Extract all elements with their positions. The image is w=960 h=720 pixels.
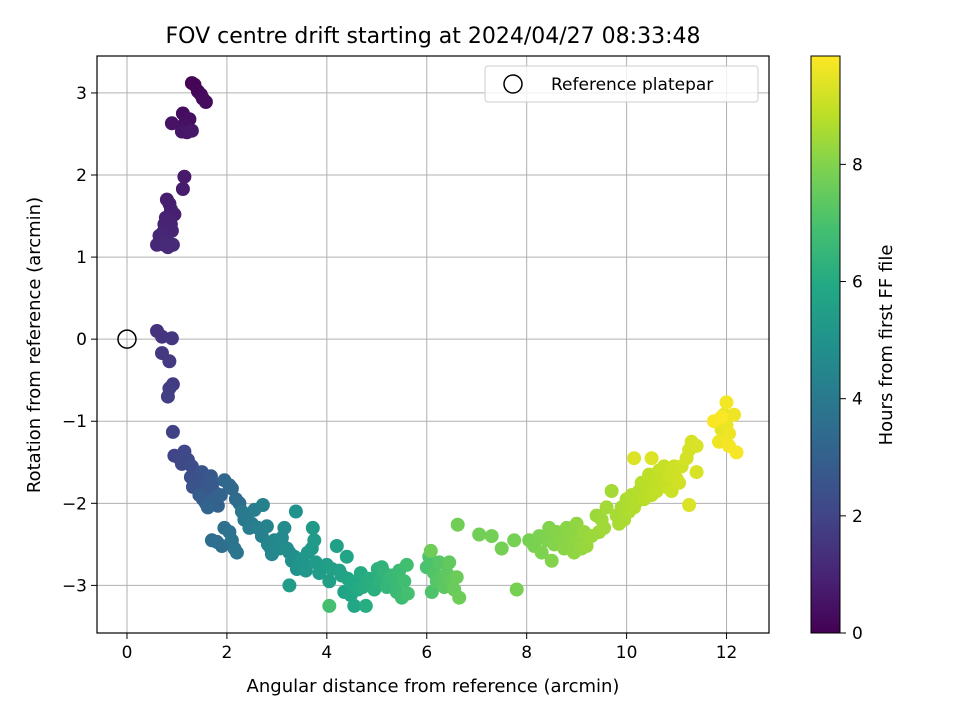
data-point bbox=[347, 598, 362, 613]
colorbar-tick-label: 6 bbox=[852, 273, 863, 293]
data-point bbox=[722, 426, 736, 441]
data-point bbox=[432, 555, 447, 570]
x-tick-label: 4 bbox=[321, 643, 332, 663]
data-point bbox=[282, 578, 297, 593]
data-point bbox=[719, 395, 734, 410]
data-point bbox=[277, 520, 292, 535]
colorbar-gradient bbox=[810, 55, 841, 634]
data-point bbox=[442, 555, 457, 570]
data-point bbox=[544, 553, 559, 568]
data-point bbox=[160, 389, 175, 404]
y-tick-label: 0 bbox=[76, 330, 87, 350]
data-point bbox=[165, 424, 180, 439]
data-point bbox=[397, 574, 412, 589]
data-point bbox=[305, 520, 320, 535]
data-point bbox=[423, 543, 438, 558]
data-point bbox=[714, 410, 729, 425]
colorbar-ticks: 0 2 4 6 8 bbox=[840, 155, 863, 644]
data-point bbox=[298, 563, 313, 578]
colorbar: 0 2 4 6 8 Hours from first FF file bbox=[810, 55, 897, 644]
data-point bbox=[358, 598, 373, 613]
colorbar-tick-label: 4 bbox=[852, 390, 863, 410]
data-point bbox=[259, 519, 274, 534]
data-point bbox=[175, 182, 190, 196]
y-tick-label: 2 bbox=[76, 166, 87, 186]
data-point bbox=[255, 498, 270, 512]
colorbar-tick-label: 2 bbox=[852, 507, 863, 527]
data-point bbox=[494, 541, 509, 556]
colorbar-tick-label: 0 bbox=[852, 624, 863, 644]
data-point bbox=[213, 488, 228, 503]
x-tick-label: 2 bbox=[221, 643, 232, 663]
data-point bbox=[322, 574, 337, 589]
data-point bbox=[450, 517, 465, 532]
scatter-points bbox=[150, 76, 744, 613]
y-tick-label: −1 bbox=[62, 412, 87, 432]
data-point bbox=[205, 475, 220, 490]
data-point bbox=[164, 116, 179, 131]
data-point bbox=[424, 585, 439, 599]
data-point bbox=[509, 582, 524, 597]
legend-label: Reference platepar bbox=[551, 75, 713, 95]
data-point bbox=[689, 438, 704, 453]
data-point bbox=[599, 500, 614, 515]
data-point bbox=[729, 445, 744, 460]
data-point bbox=[597, 520, 612, 535]
data-point bbox=[200, 500, 215, 515]
data-point bbox=[162, 354, 177, 369]
data-point bbox=[329, 539, 344, 553]
data-point bbox=[177, 169, 192, 184]
x-axis-label: Angular distance from reference (arcmin) bbox=[247, 676, 620, 697]
x-tick-label: 10 bbox=[616, 643, 638, 663]
data-point bbox=[507, 533, 522, 548]
y-tick-label: 3 bbox=[76, 84, 87, 104]
data-point bbox=[229, 545, 244, 560]
y-axis-label: Rotation from reference (arcmin) bbox=[24, 197, 45, 493]
y-tick-label: −3 bbox=[62, 576, 87, 596]
data-point bbox=[399, 557, 414, 572]
x-tick-label: 8 bbox=[521, 643, 532, 663]
data-point bbox=[644, 451, 659, 466]
data-point bbox=[472, 527, 487, 542]
x-tick-label: 6 bbox=[421, 643, 432, 663]
reference-platepar-marker bbox=[117, 329, 137, 349]
data-point bbox=[288, 504, 303, 519]
data-point bbox=[627, 451, 642, 466]
x-axis-ticks: 0 2 4 6 8 10 12 bbox=[122, 633, 738, 663]
data-point bbox=[164, 331, 179, 346]
data-point bbox=[322, 598, 337, 613]
y-tick-label: 1 bbox=[76, 248, 87, 268]
y-tick-label: −2 bbox=[62, 494, 87, 514]
data-point bbox=[198, 95, 213, 109]
data-point bbox=[307, 533, 322, 548]
data-point bbox=[672, 475, 687, 490]
legend-marker-icon bbox=[503, 74, 523, 94]
plot-frame bbox=[96, 55, 770, 634]
data-point bbox=[165, 237, 180, 252]
legend-box bbox=[484, 65, 759, 103]
data-point bbox=[224, 481, 239, 496]
data-point bbox=[484, 529, 499, 544]
data-point bbox=[727, 407, 741, 422]
colorbar-label: Hours from first FF file bbox=[876, 245, 897, 446]
y-axis-ticks: −3 −2 −1 0 1 2 3 bbox=[62, 84, 97, 596]
data-point bbox=[308, 555, 323, 570]
chart-title: FOV centre drift starting at 2024/04/27 … bbox=[166, 24, 701, 49]
data-point bbox=[339, 549, 354, 564]
colorbar-tick-label: 8 bbox=[852, 155, 863, 175]
data-point bbox=[452, 590, 467, 605]
x-tick-label: 0 bbox=[122, 643, 133, 663]
data-point bbox=[534, 545, 549, 560]
data-point bbox=[449, 570, 464, 585]
data-point bbox=[682, 498, 697, 512]
data-point bbox=[604, 484, 619, 498]
data-point bbox=[400, 586, 415, 601]
x-tick-label: 12 bbox=[716, 643, 738, 663]
legend: Reference platepar bbox=[484, 65, 759, 103]
data-point bbox=[689, 465, 704, 480]
data-point bbox=[184, 123, 199, 138]
